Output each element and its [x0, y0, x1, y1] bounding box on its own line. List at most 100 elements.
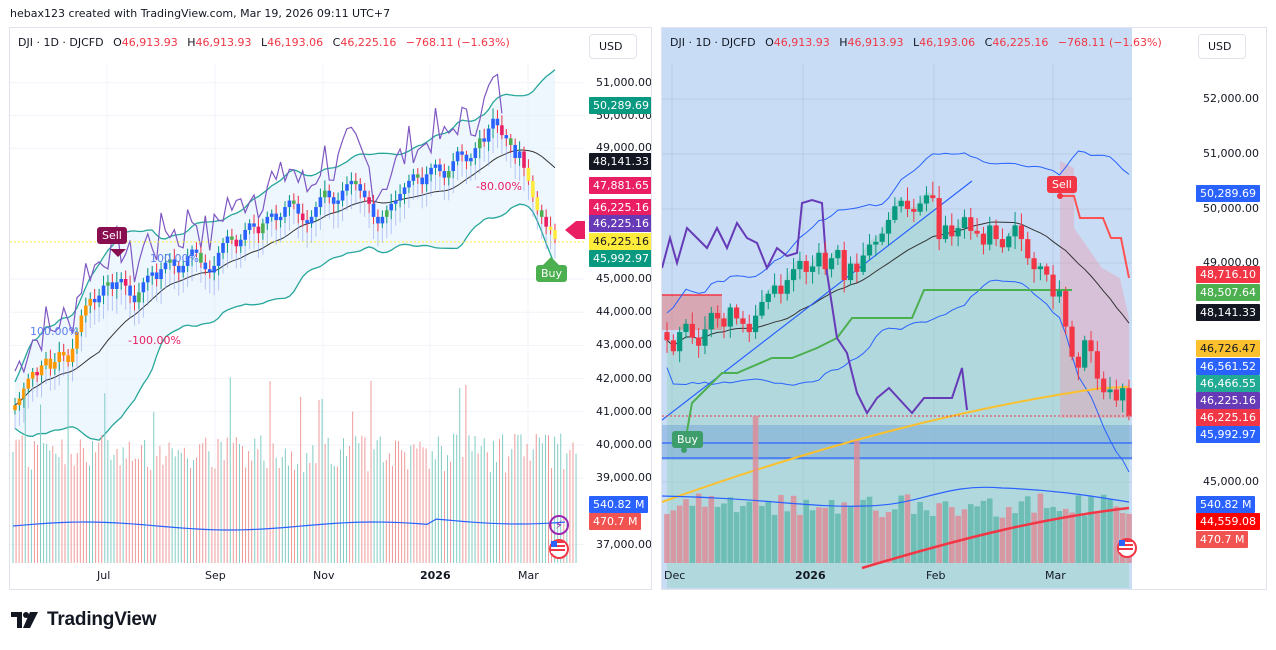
candle-body: [323, 190, 327, 198]
currency-button[interactable]: USD: [1198, 34, 1246, 59]
chart-canvas-left[interactable]: [10, 28, 652, 590]
volume-bar: [670, 510, 677, 563]
candle-body: [548, 226, 553, 230]
candle-body: [349, 180, 354, 185]
price-tag: 46,561.52: [1196, 358, 1260, 375]
candle-body: [721, 318, 727, 327]
candle-body: [110, 282, 115, 289]
candle-body: [380, 216, 385, 224]
candle-body: [309, 216, 314, 224]
candle-body: [708, 312, 714, 330]
sell-zone-fill: [1060, 161, 1129, 418]
volume-bar: [942, 501, 949, 563]
candle-body: [358, 184, 363, 191]
candle-body: [1126, 388, 1132, 416]
y-axis-tick-label: 39,000.00: [596, 471, 652, 485]
candle-body: [221, 243, 225, 253]
trailing-stop-line: [683, 289, 1072, 449]
candle-body: [955, 228, 961, 237]
candle-body: [835, 250, 841, 259]
volume-bar: [993, 516, 999, 563]
volume-bar: [911, 513, 917, 563]
candle-body: [544, 216, 548, 227]
y-axis-tick-label: 37,000.00: [596, 537, 652, 551]
candle-body: [48, 358, 53, 369]
us-flag-icon[interactable]: [1117, 538, 1137, 558]
candle-body: [442, 171, 447, 178]
candle-body: [88, 298, 93, 306]
candle-body: [980, 233, 987, 245]
candle-body: [1018, 225, 1025, 240]
volume-bar: [1005, 507, 1012, 563]
tradingview-logo[interactable]: TradingView: [11, 609, 157, 631]
y-axis-tick-label: 41,000.00: [596, 404, 652, 418]
high-label: H: [839, 36, 848, 49]
price-tag: 46,225.16: [589, 199, 651, 216]
candle-body: [327, 190, 332, 198]
candle-body: [17, 398, 22, 406]
candle-body: [300, 213, 305, 221]
volume-bar: [873, 510, 879, 563]
volume-bar: [765, 500, 772, 563]
candle-body: [176, 265, 181, 273]
candle-body: [854, 263, 860, 272]
price-tag: 48,141.33: [589, 153, 651, 170]
volume-long-ma-line: [861, 506, 1130, 570]
candle-body: [70, 348, 75, 362]
candle-body: [389, 203, 394, 211]
currency-button[interactable]: USD: [589, 34, 637, 59]
volume-bar: [1050, 506, 1056, 563]
candle-body: [531, 180, 535, 198]
candle-body: [385, 210, 389, 217]
oscillator-line: [14, 73, 503, 374]
candle-body: [526, 167, 531, 181]
volume-bar: [1018, 501, 1025, 563]
candle-body: [123, 279, 128, 286]
chart-canvas-right[interactable]: [662, 28, 1267, 590]
candle-body: [539, 210, 544, 217]
volume-bar: [1113, 506, 1120, 563]
low-value: 46,193.06: [267, 36, 324, 49]
fib-label-minus-100: -100.00%: [128, 334, 181, 347]
volume-bar: [1024, 496, 1031, 563]
candle-body: [159, 269, 163, 279]
chart-pane-right[interactable]: DJI · 1D · DJCFD O46,913.93 H46,913.93 L…: [661, 27, 1267, 590]
ohlc-high: H46,913.93: [839, 36, 903, 49]
price-tag: 46,466.55: [1196, 375, 1260, 392]
long-moving-average-line: [662, 386, 1130, 503]
candle-body: [809, 266, 816, 272]
chart-pane-left[interactable]: DJI · 1D · DJCFD O46,913.93 H46,913.93 L…: [9, 27, 652, 590]
price-tag: 50,289.69: [1196, 185, 1260, 202]
open-value: 46,913.93: [121, 36, 178, 49]
candle-body: [181, 265, 185, 273]
candle-body: [420, 177, 425, 185]
volume-bar: [1031, 512, 1037, 563]
candle-body: [797, 260, 803, 270]
oscillator-line: [662, 198, 968, 415]
candle-body: [424, 174, 429, 185]
candle-body: [469, 158, 473, 162]
candle-body: [1031, 258, 1037, 270]
candle-body: [790, 269, 797, 281]
close-value: 46,225.16: [992, 36, 1049, 49]
volume-bar: [936, 503, 942, 563]
candle-body: [455, 151, 460, 162]
candle-body: [376, 216, 380, 224]
volume-bar: [771, 514, 778, 563]
x-axis-tick-label: Nov: [313, 569, 335, 582]
volume-bar: [841, 502, 848, 563]
us-flag-icon[interactable]: [549, 539, 569, 559]
price-tag: 45,992.97: [1196, 426, 1260, 443]
price-tag: 46,225.16: [589, 233, 651, 250]
candle-body: [44, 358, 48, 366]
candle-body: [411, 174, 416, 181]
price-tag: 470.7 M: [589, 513, 642, 530]
candle-body: [247, 223, 252, 230]
volume-bar: [847, 506, 854, 563]
volume-bar: [1012, 513, 1018, 563]
lightning-icon[interactable]: ⚡: [549, 515, 569, 535]
buy-signal-label: Buy: [536, 265, 568, 282]
candle-body: [274, 213, 278, 221]
candle-body: [97, 295, 101, 303]
